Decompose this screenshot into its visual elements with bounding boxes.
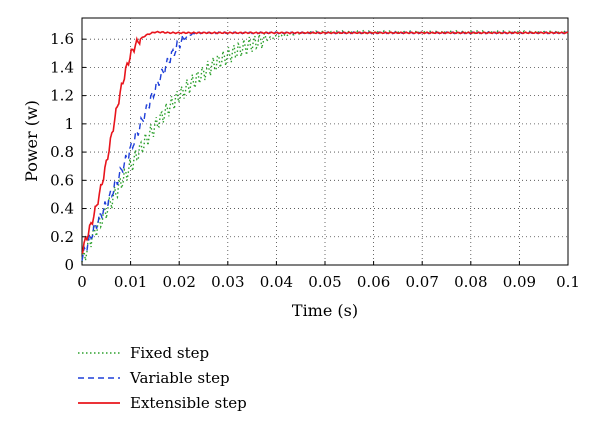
grid-lines bbox=[82, 18, 568, 265]
legend-label-variable-step: Variable step bbox=[130, 368, 230, 387]
legend: Fixed step Variable step Extensible step bbox=[78, 340, 247, 415]
power-time-chart: 0 0.01 0.02 0.03 0.04 0.05 0.06 0.07 0.08 0.09 0.1… bbox=[22, 17, 580, 320]
y-tick-label: 0 bbox=[64, 256, 74, 274]
y-tick-label: 1.6 bbox=[50, 30, 74, 48]
y-tick-label: 0.6 bbox=[50, 171, 74, 189]
y-tick-label: 1.2 bbox=[50, 87, 74, 105]
x-tick-label: 0.05 bbox=[308, 273, 341, 291]
x-axis-ticks: 0 0.01 0.02 0.03 0.04 0.05 0.06 0.07 0.08 0.09 0.1 bbox=[77, 261, 580, 291]
legend-label-fixed-step: Fixed step bbox=[130, 343, 210, 362]
y-tick-label: 1.4 bbox=[50, 58, 74, 76]
x-tick-label: 0 bbox=[77, 273, 87, 291]
x-axis-label: Time (s) bbox=[292, 301, 358, 320]
legend-item-fixed-step: Fixed step bbox=[78, 340, 247, 365]
legend-swatch-variable-step bbox=[78, 373, 120, 383]
x-tick-label: 0.09 bbox=[503, 273, 536, 291]
x-tick-label: 0.1 bbox=[556, 273, 580, 291]
plot-frame bbox=[81, 17, 569, 266]
y-tick-label: 0.2 bbox=[50, 228, 74, 246]
y-tick-label: 0.8 bbox=[50, 143, 74, 161]
legend-label-extensible-step: Extensible step bbox=[130, 393, 247, 412]
y-tick-label: 0.4 bbox=[50, 200, 74, 218]
x-tick-label: 0.08 bbox=[454, 273, 487, 291]
series-layer bbox=[81, 29, 569, 263]
x-tick-label: 0.04 bbox=[260, 273, 293, 291]
x-tick-label: 0.02 bbox=[162, 273, 195, 291]
legend-swatch-fixed-step bbox=[78, 348, 120, 358]
y-axis-label: Power (w) bbox=[22, 100, 41, 182]
y-axis-ticks: 0 0.2 0.4 0.6 0.8 1 1.2 1.4 1.6 bbox=[50, 30, 86, 274]
legend-swatch-extensible-step bbox=[78, 398, 120, 408]
x-tick-label: 0.07 bbox=[405, 273, 438, 291]
legend-item-extensible-step: Extensible step bbox=[78, 390, 247, 415]
legend-item-variable-step: Variable step bbox=[78, 365, 247, 390]
x-tick-label: 0.01 bbox=[114, 273, 147, 291]
y-tick-label: 1 bbox=[64, 115, 74, 133]
series-line-extensible-step bbox=[81, 30, 569, 254]
x-tick-label: 0.03 bbox=[211, 273, 244, 291]
x-tick-label: 0.06 bbox=[357, 273, 390, 291]
